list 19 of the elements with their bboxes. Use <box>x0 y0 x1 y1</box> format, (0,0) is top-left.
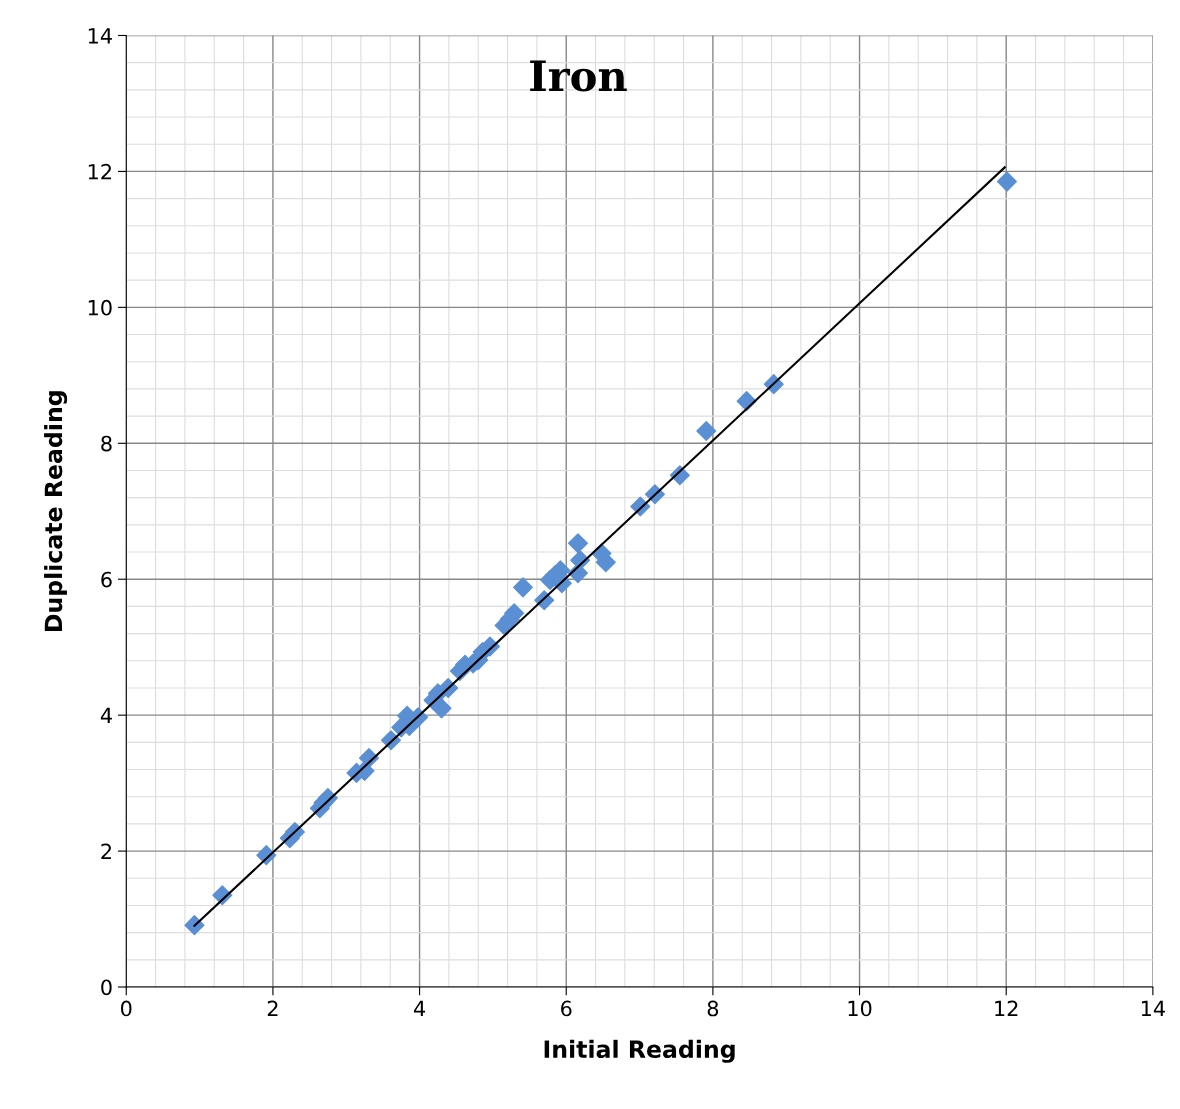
y-tick-label: 6 <box>101 571 112 588</box>
x-axis-title: Initial Reading <box>544 1039 735 1063</box>
x-tick-label: 8 <box>707 1000 719 1017</box>
x-tick-label: 4 <box>413 1000 426 1017</box>
y-tick-label: 10 <box>88 299 112 316</box>
y-tick-label: 8 <box>101 435 112 452</box>
x-tick-label: 12 <box>995 1000 1018 1017</box>
y-tick-label: 4 <box>100 707 112 724</box>
x-tick-label: 10 <box>848 1000 872 1017</box>
y-tick-label: 12 <box>88 163 111 180</box>
chart-title: Iron <box>530 60 627 92</box>
y-tick-label: 14 <box>88 28 112 44</box>
x-tick-label: 14 <box>1141 1000 1165 1017</box>
x-tick-label: 6 <box>561 1000 572 1017</box>
y-axis-title: Duplicate Reading <box>44 391 68 631</box>
y-tick-label: 0 <box>101 979 112 996</box>
y-tick-label: 2 <box>101 843 111 859</box>
x-tick-label: 0 <box>121 1000 132 1017</box>
x-tick-label: 2 <box>267 1000 278 1017</box>
